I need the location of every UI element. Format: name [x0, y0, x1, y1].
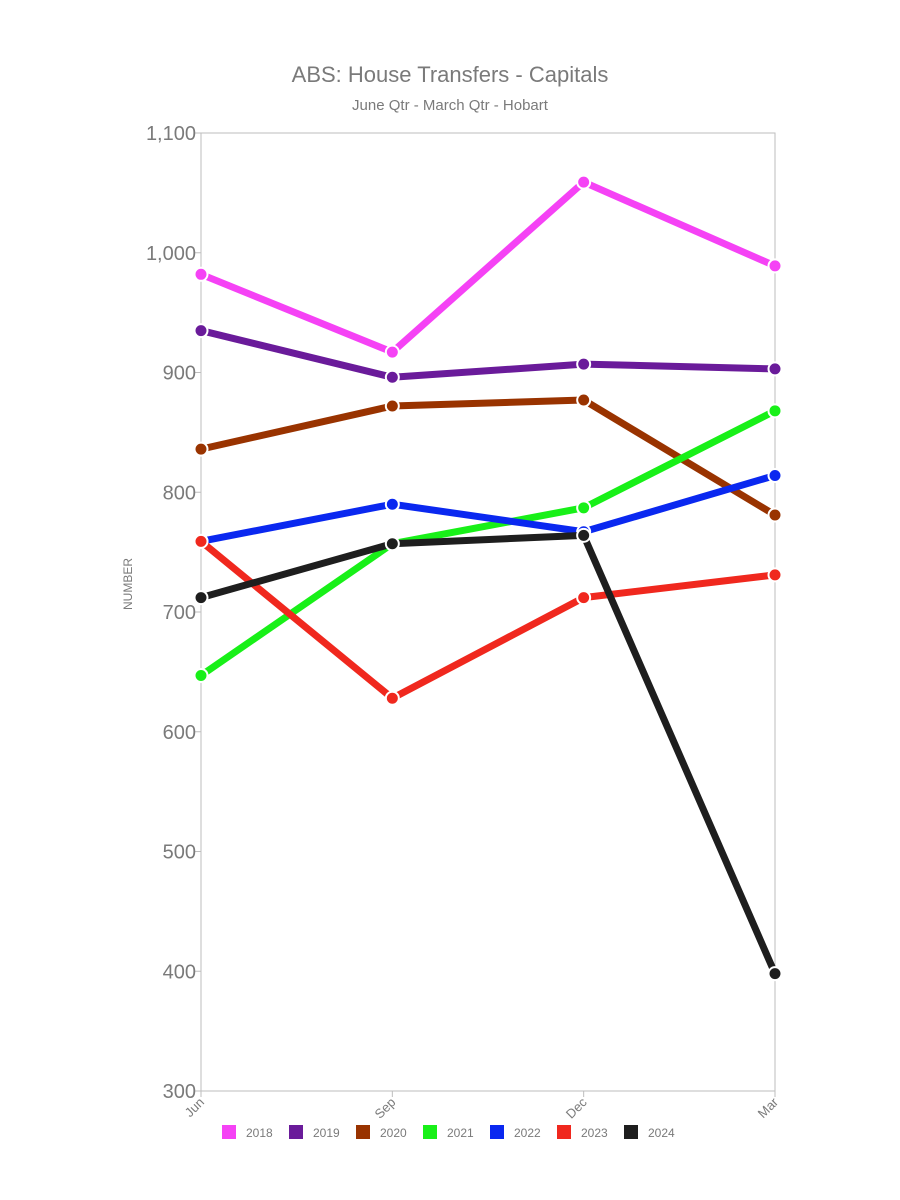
legend-label: 2021 — [447, 1126, 474, 1140]
chart-subtitle: June Qtr - March Qtr - Hobart — [352, 97, 548, 114]
series-line-2024 — [197, 531, 779, 978]
series-2024 — [193, 527, 783, 982]
legend-item-2020[interactable]: 2020 — [356, 1125, 407, 1140]
series-line-2021 — [197, 407, 779, 679]
data-point[interactable] — [193, 533, 209, 549]
legend-label: 2022 — [514, 1126, 541, 1140]
legend-swatch — [557, 1125, 571, 1139]
y-axis: 300 400 500 600 700 800 900 1,000 1,100 — [146, 123, 201, 1103]
legend-label: 2024 — [648, 1126, 675, 1140]
legend-label: 2018 — [246, 1126, 273, 1140]
x-tick-label: Sep — [371, 1095, 398, 1122]
data-point[interactable] — [384, 398, 400, 414]
legend-item-2018[interactable]: 2018 — [222, 1125, 273, 1140]
legend-label: 2023 — [581, 1126, 608, 1140]
series-2019 — [193, 323, 783, 385]
legend-item-2021[interactable]: 2021 — [423, 1125, 474, 1140]
y-tick-label: 900 — [163, 363, 196, 385]
data-point[interactable] — [384, 496, 400, 512]
series-2018 — [193, 174, 783, 360]
data-point[interactable] — [767, 403, 783, 419]
series-line-2023 — [197, 537, 779, 702]
y-tick-label: 300 — [163, 1081, 196, 1103]
data-point[interactable] — [576, 527, 592, 543]
legend-item-2024[interactable]: 2024 — [624, 1125, 675, 1140]
data-point[interactable] — [767, 467, 783, 483]
chart-title: ABS: House Transfers - Capitals — [291, 62, 609, 87]
data-point[interactable] — [576, 174, 592, 190]
data-point[interactable] — [767, 507, 783, 523]
legend-swatch — [289, 1125, 303, 1139]
x-axis: Jun Sep Dec Mar — [182, 1091, 782, 1121]
y-axis-label: NUMBER — [121, 558, 135, 610]
legend-item-2023[interactable]: 2023 — [557, 1125, 608, 1140]
data-point[interactable] — [193, 441, 209, 457]
y-tick-label: 600 — [163, 722, 196, 744]
legend-swatch — [423, 1125, 437, 1139]
series-2022 — [193, 467, 783, 549]
legend: 2018 2019 2020 2021 2022 2023 2024 — [222, 1125, 675, 1140]
data-point[interactable] — [193, 323, 209, 339]
data-point[interactable] — [576, 392, 592, 408]
data-point[interactable] — [576, 356, 592, 372]
data-point[interactable] — [384, 536, 400, 552]
y-tick-label: 700 — [163, 602, 196, 624]
data-point[interactable] — [384, 369, 400, 385]
data-point[interactable] — [767, 258, 783, 274]
x-tick-label: Mar — [755, 1094, 782, 1121]
data-point[interactable] — [384, 344, 400, 360]
y-tick-label: 400 — [163, 961, 196, 983]
y-tick-label: 1,100 — [146, 123, 196, 145]
legend-swatch — [490, 1125, 504, 1139]
legend-swatch — [356, 1125, 370, 1139]
series-2023 — [193, 533, 783, 706]
data-point[interactable] — [767, 966, 783, 982]
series-line-2019 — [197, 327, 779, 381]
legend-label: 2020 — [380, 1126, 407, 1140]
series-lines — [193, 174, 783, 982]
data-point[interactable] — [767, 361, 783, 377]
data-point[interactable] — [193, 590, 209, 606]
x-tick-label: Dec — [563, 1094, 590, 1121]
data-point[interactable] — [576, 500, 592, 516]
legend-swatch — [624, 1125, 638, 1139]
data-point[interactable] — [193, 266, 209, 282]
y-tick-label: 1,000 — [146, 243, 196, 265]
data-point[interactable] — [576, 590, 592, 606]
series-2021 — [193, 403, 783, 683]
data-point[interactable] — [193, 667, 209, 683]
legend-label: 2019 — [313, 1126, 340, 1140]
y-tick-label: 800 — [163, 482, 196, 504]
legend-swatch — [222, 1125, 236, 1139]
y-tick-label: 500 — [163, 842, 196, 864]
data-point[interactable] — [767, 567, 783, 583]
series-line-2022 — [197, 471, 779, 545]
data-point[interactable] — [384, 690, 400, 706]
legend-item-2022[interactable]: 2022 — [490, 1125, 541, 1140]
series-line-2018 — [197, 178, 779, 356]
legend-item-2019[interactable]: 2019 — [289, 1125, 340, 1140]
